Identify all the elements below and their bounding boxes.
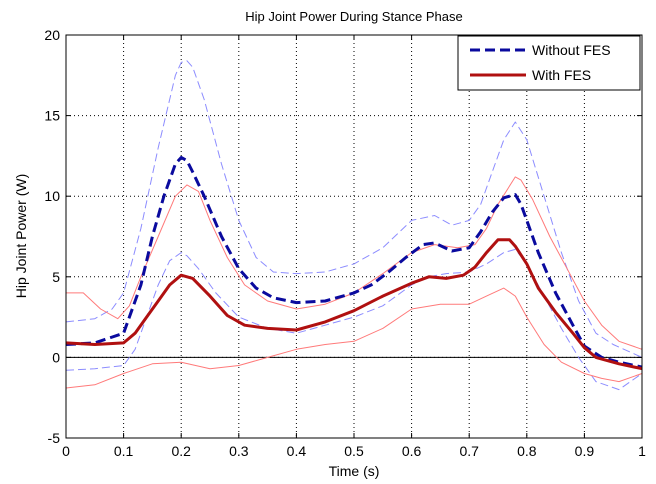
series-line-without-fes xyxy=(65,156,643,369)
x-tick-label: 0.4 xyxy=(287,443,307,459)
band-line-5 xyxy=(65,287,643,389)
y-tick-label: -5 xyxy=(48,430,61,446)
x-tick-label: 0.2 xyxy=(171,443,191,459)
x-tick-label: 0.9 xyxy=(575,443,595,459)
x-tick-label: 0 xyxy=(62,443,70,459)
x-tick-label: 1 xyxy=(638,443,646,459)
y-tick-label: 10 xyxy=(44,188,60,204)
series-line-with-fes xyxy=(65,238,643,371)
x-tick-label: 0.6 xyxy=(402,443,422,459)
band-line-2 xyxy=(65,60,643,358)
x-tick-label: 0.3 xyxy=(229,443,249,459)
y-tick-labels: -5 0 5 10 15 20 xyxy=(44,27,642,446)
x-tick-label: 0.5 xyxy=(344,443,364,459)
y-tick-label: 15 xyxy=(44,108,60,124)
y-tick-label: 0 xyxy=(52,349,60,365)
y-tick-label: 5 xyxy=(52,269,60,285)
x-tick-label: 0.8 xyxy=(517,443,537,459)
chart-title: Hip Joint Power During Stance Phase xyxy=(245,9,463,24)
y-axis-title: Hip Joint Power (W) xyxy=(13,174,29,298)
legend-label-without-fes: Without FES xyxy=(532,42,611,58)
main-lines xyxy=(65,156,643,371)
x-tick-labels: 0 0.1 0.2 0.3 0.4 0.5 0.6 0.7 0.8 0.9 1 xyxy=(62,35,646,459)
plot-area xyxy=(66,35,642,438)
legend: Without FES With FES xyxy=(457,35,641,91)
legend-label-with-fes: With FES xyxy=(532,67,591,83)
legend-box xyxy=(457,35,641,91)
x-tick-label: 0.1 xyxy=(114,443,134,459)
x-axis-title: Time (s) xyxy=(329,463,380,479)
y-tick-label: 20 xyxy=(44,27,60,43)
x-tick-label: 0.7 xyxy=(459,443,479,459)
